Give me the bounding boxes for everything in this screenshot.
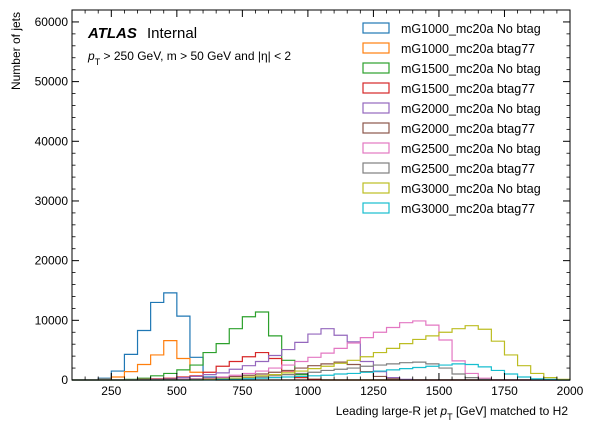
legend-swatch-9 <box>362 202 390 214</box>
legend-label-9: mG3000_mc20a btag77 <box>401 202 535 216</box>
legend-label-6: mG2500_mc20a No btag <box>401 142 541 156</box>
x-tick-label: 500 <box>167 384 187 398</box>
legend-swatch-1 <box>362 42 390 54</box>
x-tick-label: 1000 <box>295 384 322 398</box>
x-axis-label: Leading large-R jet pT [GeV] matched to … <box>336 404 569 422</box>
text-layer: ATLAS Internal pT > 250 GeV, m > 50 GeV … <box>9 12 568 422</box>
y-tick-label: 0 <box>61 373 68 387</box>
axes-layer: 250 500 750 1000 1250 1500 1750 200001000020000… <box>35 9 584 398</box>
legend-label-8: mG3000_mc20a No btag <box>401 182 541 196</box>
legend: mG1000_mc20a No btag mG1000_mc20a btag77 m… <box>362 22 541 216</box>
legend-swatch-5 <box>362 122 390 134</box>
legend-label-2: mG1500_mc20a No btag <box>401 62 541 76</box>
x-tick-label: 1750 <box>491 384 518 398</box>
legend-swatch-4 <box>362 102 390 114</box>
x-tick-label: 1250 <box>360 384 387 398</box>
legend-swatch-2 <box>362 62 390 74</box>
atlas-status: Internal <box>147 25 197 42</box>
legend-label-4: mG2000_mc20a No btag <box>401 102 541 116</box>
x-tick-label: 250 <box>101 384 121 398</box>
atlas-label: ATLAS <box>87 25 137 42</box>
x-tick-label: 2000 <box>557 384 584 398</box>
y-tick-label: 60000 <box>35 15 69 29</box>
legend-label-7: mG2500_mc20a btag77 <box>401 162 535 176</box>
y-tick-label: 10000 <box>35 313 69 327</box>
x-tick-label: 750 <box>232 384 252 398</box>
legend-label-3: mG1500_mc20a btag77 <box>401 82 535 96</box>
legend-label-1: mG1000_mc20a btag77 <box>401 42 535 56</box>
x-tick-label: 1500 <box>426 384 453 398</box>
y-tick-label: 20000 <box>35 254 69 268</box>
legend-label-0: mG1000_mc20a No btag <box>401 22 541 36</box>
y-tick-label: 40000 <box>35 134 69 148</box>
y-tick-label: 50000 <box>35 75 69 89</box>
legend-swatch-3 <box>362 82 390 94</box>
y-tick-label: 30000 <box>35 194 69 208</box>
legend-swatch-8 <box>362 182 390 194</box>
y-axis-label: Number of jets <box>9 12 23 90</box>
legend-swatch-0 <box>362 22 390 34</box>
legend-swatch-6 <box>362 142 390 154</box>
legend-label-5: mG2000_mc20a btag77 <box>401 122 535 136</box>
cut-text: pT > 250 GeV, m > 50 GeV and |η| < 2 <box>87 49 291 67</box>
legend-swatch-7 <box>362 162 390 174</box>
